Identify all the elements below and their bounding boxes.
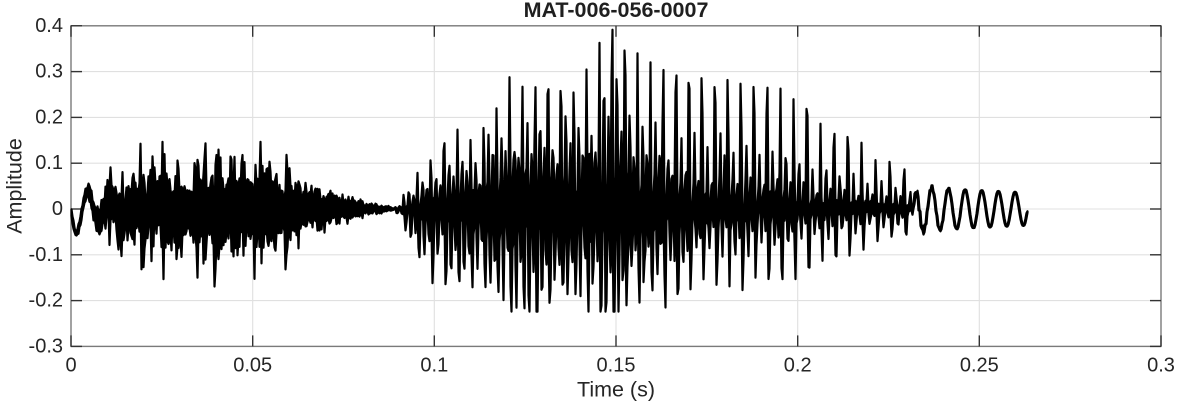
svg-text:0.4: 0.4: [35, 15, 63, 37]
svg-text:0.3: 0.3: [35, 61, 63, 83]
svg-text:0.3: 0.3: [1147, 354, 1175, 376]
svg-text:0.1: 0.1: [420, 354, 448, 376]
svg-text:0: 0: [52, 198, 63, 220]
svg-text:-0.1: -0.1: [29, 244, 63, 266]
svg-text:Amplitude: Amplitude: [3, 138, 27, 234]
svg-text:0.25: 0.25: [960, 354, 999, 376]
svg-text:-0.2: -0.2: [29, 290, 63, 312]
svg-text:-0.3: -0.3: [29, 335, 63, 357]
svg-text:0.2: 0.2: [35, 106, 63, 128]
svg-text:0: 0: [65, 354, 76, 376]
svg-text:0.1: 0.1: [35, 152, 63, 174]
svg-text:0.15: 0.15: [597, 354, 636, 376]
svg-text:Time (s): Time (s): [577, 378, 655, 402]
svg-text:0.05: 0.05: [233, 354, 272, 376]
svg-text:MAT-006-056-0007: MAT-006-056-0007: [524, 0, 709, 22]
svg-text:0.2: 0.2: [784, 354, 812, 376]
